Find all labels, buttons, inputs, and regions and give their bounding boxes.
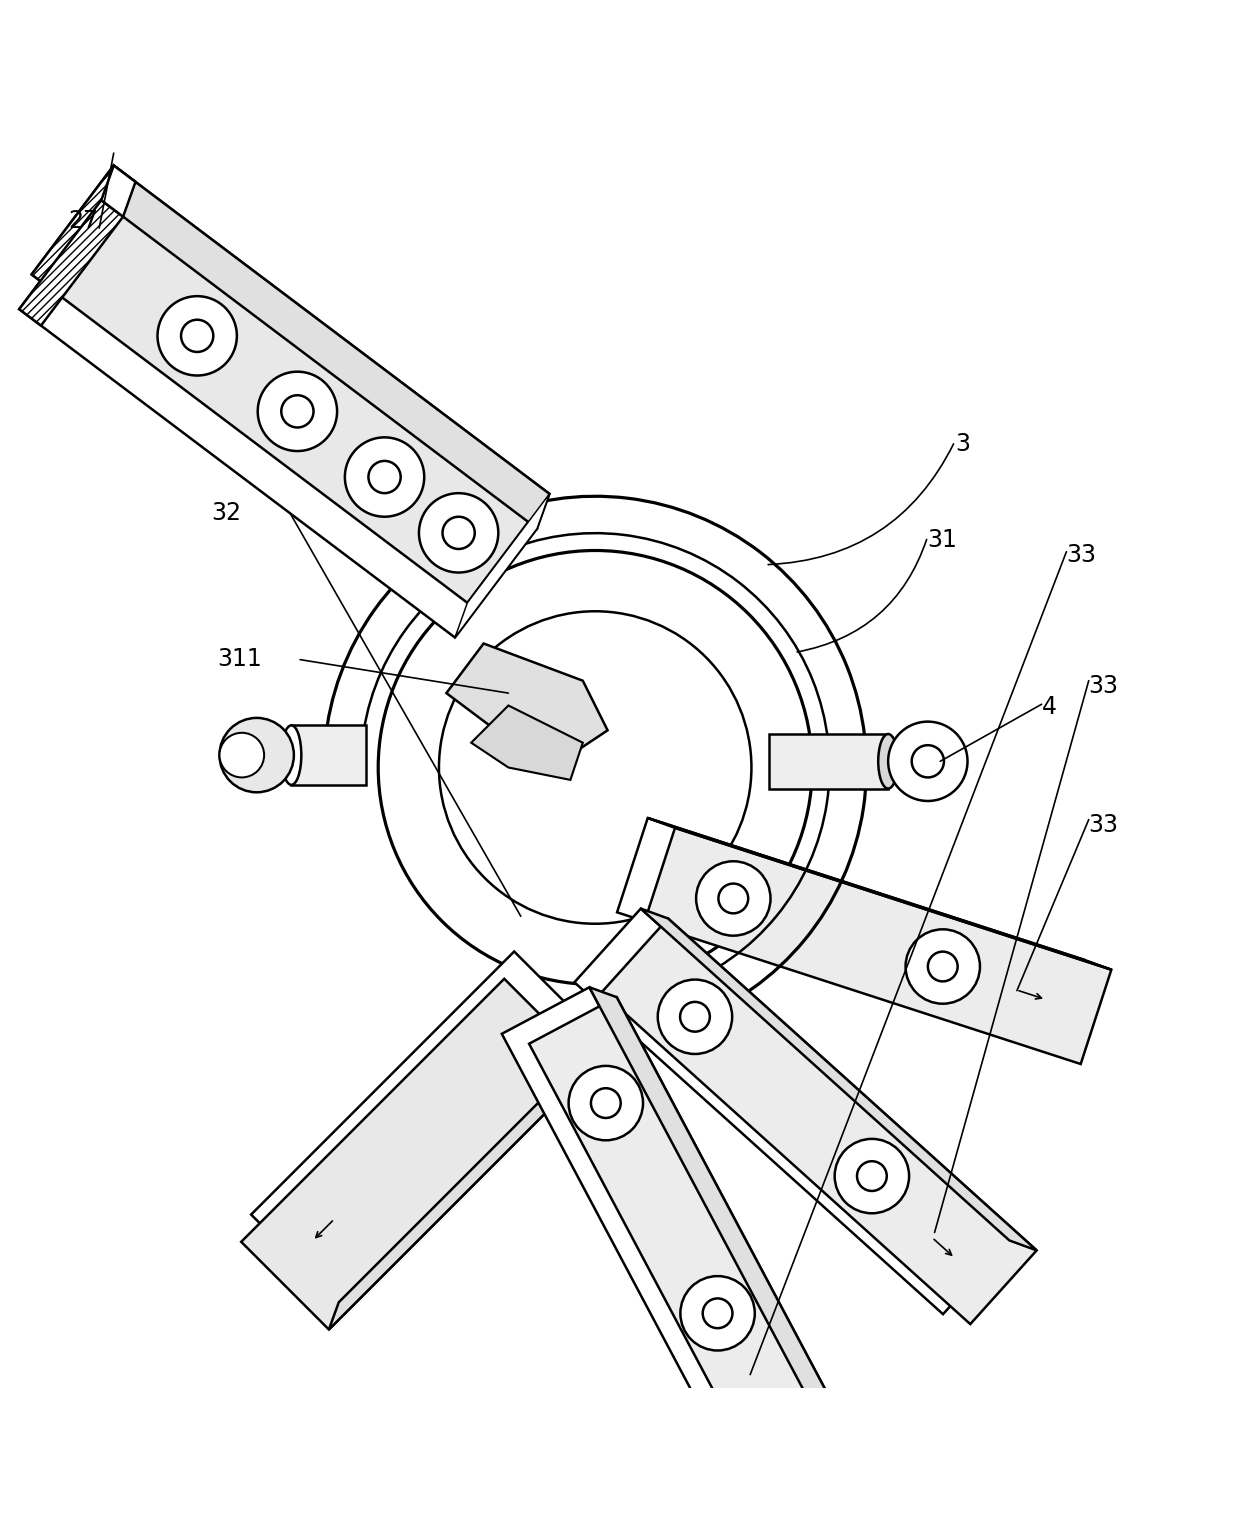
Text: 3: 3 [955,433,970,456]
Circle shape [696,861,770,936]
Polygon shape [645,827,1111,1064]
Polygon shape [446,643,608,755]
Text: 27: 27 [68,209,98,233]
Polygon shape [618,818,1084,1055]
Polygon shape [769,734,888,789]
Circle shape [888,721,967,801]
Polygon shape [20,200,537,637]
Polygon shape [589,987,849,1435]
Circle shape [258,371,337,451]
Polygon shape [32,166,549,603]
FancyArrowPatch shape [768,444,954,565]
Circle shape [345,437,424,517]
Polygon shape [102,166,135,216]
Polygon shape [455,494,549,637]
Ellipse shape [878,734,898,789]
Polygon shape [252,952,601,1302]
Circle shape [905,929,980,1004]
Polygon shape [329,1039,601,1329]
Polygon shape [502,987,822,1472]
Polygon shape [291,726,366,784]
Polygon shape [471,706,583,780]
Text: 4: 4 [1042,695,1056,720]
Polygon shape [242,979,591,1329]
Circle shape [219,718,294,792]
Circle shape [419,493,498,573]
Text: 32: 32 [211,500,241,525]
Text: 33: 33 [1089,814,1118,837]
FancyArrowPatch shape [797,539,926,652]
Polygon shape [601,918,1037,1325]
Text: 33: 33 [1066,543,1096,566]
Circle shape [378,551,812,984]
Polygon shape [20,200,123,325]
Polygon shape [102,166,549,528]
Text: 33: 33 [1089,674,1118,698]
Circle shape [569,1065,644,1141]
Ellipse shape [281,726,301,784]
Text: 311: 311 [217,646,262,671]
Circle shape [657,979,732,1055]
Text: 31: 31 [928,528,957,551]
Polygon shape [574,909,1009,1314]
Circle shape [439,611,751,924]
Circle shape [157,296,237,376]
Circle shape [835,1139,909,1213]
Polygon shape [32,166,135,290]
Polygon shape [529,998,849,1481]
Polygon shape [647,818,1111,970]
Circle shape [681,1276,755,1351]
Polygon shape [641,909,1037,1251]
Circle shape [219,732,264,777]
